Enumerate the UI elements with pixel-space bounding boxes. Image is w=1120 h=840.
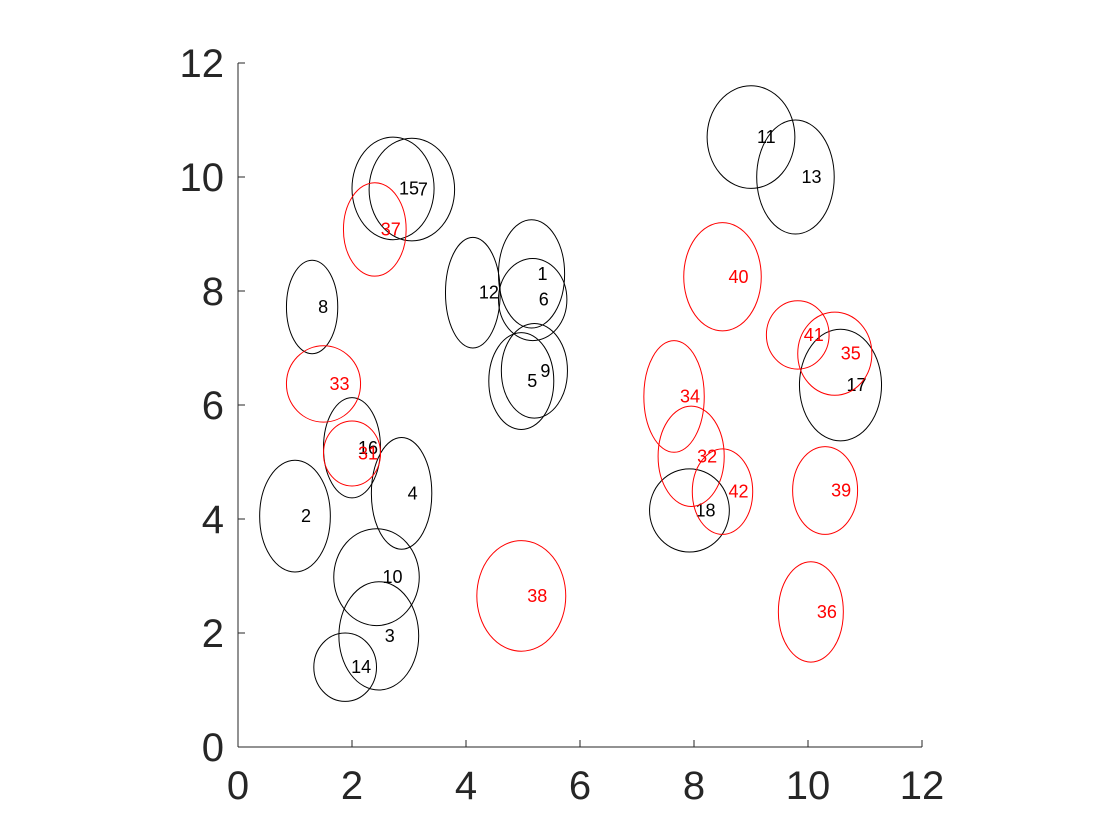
x-tick-label: 12 (900, 764, 945, 808)
ellipse-marker (488, 332, 555, 431)
y-tick-label: 6 (202, 384, 224, 428)
point-label: 1 (538, 264, 548, 284)
ellipse-marker (649, 468, 730, 553)
point-label: 14 (351, 657, 371, 677)
point-label: 16 (358, 438, 378, 458)
y-tick-label: 0 (202, 726, 224, 770)
ellipse-marker (338, 581, 420, 691)
x-tick-label: 0 (227, 764, 249, 808)
ellipse-marker (342, 182, 407, 277)
point-label: 8 (318, 297, 328, 317)
y-tick-label: 10 (180, 156, 225, 200)
y-tick-label: 4 (202, 498, 224, 542)
ellipse-marker (351, 136, 435, 241)
ellipse-marker (497, 219, 566, 329)
point-label: 33 (330, 374, 350, 394)
point-label: 36 (817, 602, 837, 622)
ellipse-marker (500, 322, 568, 419)
ellipse-marker (497, 258, 568, 342)
ellipse-marker (333, 528, 420, 627)
ellipse-marker (792, 446, 859, 535)
x-tick-label: 2 (341, 764, 363, 808)
point-label: 17 (846, 375, 866, 395)
point-label: 3 (385, 626, 395, 646)
point-label: 38 (527, 586, 547, 606)
point-label: 40 (729, 267, 749, 287)
ellipse-marker (370, 436, 433, 550)
ellipse-marker (691, 448, 754, 535)
point-label: 37 (381, 219, 401, 239)
ellipse-marker (756, 119, 835, 235)
x-tick-label: 8 (683, 764, 705, 808)
ellipse-marker (706, 85, 796, 189)
point-label: 13 (801, 167, 821, 187)
ellipse-marker (259, 459, 331, 573)
ellipse-marker (765, 300, 830, 370)
ellipse-marker (323, 420, 381, 487)
point-label: 31 (358, 443, 378, 463)
ellipse-marker (285, 259, 339, 355)
point-label: 2 (301, 506, 311, 526)
ellipse-marker (683, 222, 762, 332)
ellipse-marker (476, 540, 567, 652)
ellipse-marker (777, 561, 844, 663)
ellipse-marker (798, 328, 883, 442)
point-label: 9 (540, 361, 550, 381)
point-label: 7 (418, 180, 428, 200)
y-tick-label: 12 (180, 42, 225, 86)
point-label: 12 (479, 283, 499, 303)
x-tick-label: 4 (455, 764, 477, 808)
ellipse-marker (368, 137, 456, 242)
point-label: 15 (399, 178, 419, 198)
point-label: 41 (804, 325, 824, 345)
ellipse-marker (643, 340, 705, 453)
x-tick-label: 10 (786, 764, 831, 808)
point-label: 5 (527, 371, 537, 391)
point-label: 6 (539, 290, 549, 310)
point-label: 35 (841, 344, 861, 364)
y-tick-label: 2 (202, 612, 224, 656)
ellipse-marker (313, 632, 378, 702)
point-label: 42 (729, 482, 749, 502)
y-tick-label: 8 (202, 270, 224, 314)
point-label: 18 (695, 500, 715, 520)
ellipse-marker (797, 311, 873, 396)
point-label: 4 (408, 483, 418, 503)
point-label: 34 (680, 386, 700, 406)
ellipse-marker (444, 236, 501, 349)
ellipse-marker (657, 405, 725, 507)
x-tick-label: 6 (569, 764, 591, 808)
ellipse-marker (285, 345, 362, 423)
point-label: 10 (383, 567, 403, 587)
point-label: 39 (831, 481, 851, 501)
